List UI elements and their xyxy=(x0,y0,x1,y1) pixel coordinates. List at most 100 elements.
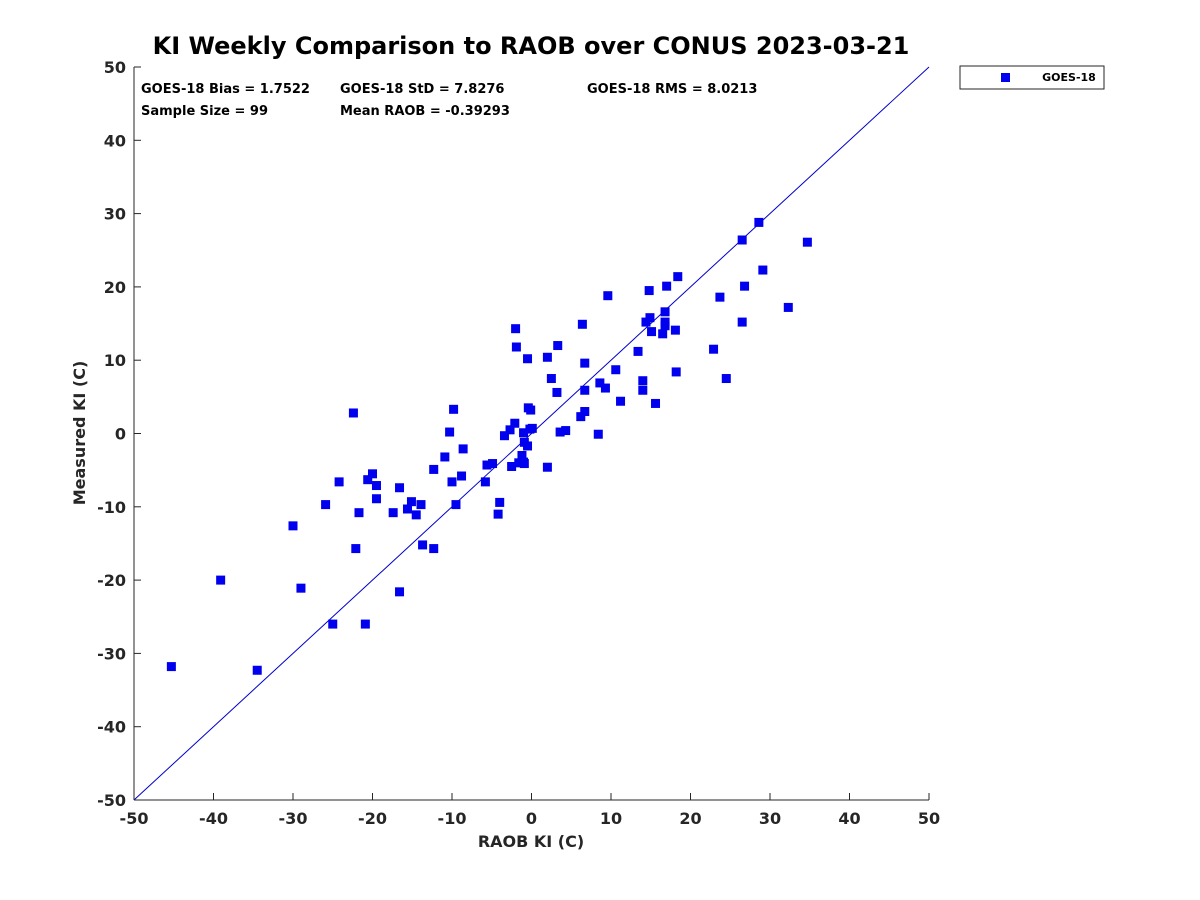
x-tick-label: -40 xyxy=(199,809,228,828)
data-point xyxy=(577,319,587,329)
data-point xyxy=(611,365,621,375)
data-point xyxy=(660,307,670,317)
data-point xyxy=(542,462,552,472)
data-point xyxy=(647,327,657,337)
data-point xyxy=(429,544,439,554)
data-point xyxy=(457,471,467,481)
data-point xyxy=(449,404,459,414)
data-point xyxy=(715,292,725,302)
data-point xyxy=(527,423,537,433)
data-point xyxy=(517,450,527,460)
x-tick-label: 10 xyxy=(600,809,622,828)
x-tick-label: -20 xyxy=(358,809,387,828)
data-point xyxy=(670,325,680,335)
data-point xyxy=(395,483,405,493)
y-tick-label: -30 xyxy=(97,644,126,663)
data-point xyxy=(371,481,381,491)
data-point xyxy=(511,342,521,352)
data-point xyxy=(616,396,626,406)
data-point xyxy=(166,662,176,672)
data-point xyxy=(802,237,812,247)
y-tick-label: 50 xyxy=(104,58,126,77)
data-point xyxy=(447,477,457,487)
data-point xyxy=(458,444,468,454)
legend-label-goes-18: GOES-18 xyxy=(1042,71,1096,84)
data-point xyxy=(411,510,421,520)
data-point xyxy=(505,425,515,435)
data-point xyxy=(660,321,670,331)
data-point xyxy=(445,427,455,437)
data-point xyxy=(510,418,520,428)
data-point xyxy=(638,376,648,386)
data-point xyxy=(363,475,373,485)
data-point xyxy=(645,313,655,323)
data-point xyxy=(553,341,563,351)
data-point xyxy=(580,358,590,368)
x-tick-label: 40 xyxy=(838,809,860,828)
data-point xyxy=(552,387,562,397)
data-point xyxy=(354,508,364,518)
chart-title: KI Weekly Comparison to RAOB over CONUS … xyxy=(153,32,910,60)
y-tick-label: -50 xyxy=(97,791,126,810)
data-point xyxy=(429,464,439,474)
data-point xyxy=(580,407,590,417)
data-point xyxy=(480,477,490,487)
data-point xyxy=(371,494,381,504)
stat-rms: GOES-18 RMS = 8.0213 xyxy=(587,82,757,97)
legend-marker-square xyxy=(1001,73,1010,82)
data-point xyxy=(519,459,529,469)
y-tick-label: -20 xyxy=(97,571,126,590)
data-point xyxy=(644,286,654,296)
y-tick-label: 0 xyxy=(115,425,126,444)
stats-block: GOES-18 Bias = 1.7522 GOES-18 StD = 7.82… xyxy=(141,82,757,119)
data-point xyxy=(526,405,536,415)
data-point xyxy=(555,427,565,437)
y-tick-label: 30 xyxy=(104,205,126,224)
data-point xyxy=(721,374,731,384)
data-point xyxy=(440,452,450,462)
legend: GOES-18 xyxy=(959,65,1105,90)
data-point xyxy=(514,458,524,468)
data-point xyxy=(737,317,747,327)
x-tick-label: 0 xyxy=(526,809,537,828)
data-point xyxy=(418,540,428,550)
data-point xyxy=(542,352,552,362)
data-point xyxy=(348,408,358,418)
data-point xyxy=(633,346,643,356)
data-point xyxy=(523,354,533,364)
data-point xyxy=(288,521,298,531)
data-point xyxy=(216,575,226,585)
data-point xyxy=(395,587,405,597)
data-point xyxy=(603,291,613,301)
y-tick-label: 40 xyxy=(104,131,126,150)
x-axis-label: RAOB KI (C) xyxy=(478,832,584,851)
data-point xyxy=(507,461,517,471)
x-tick-label: 20 xyxy=(679,809,701,828)
data-point xyxy=(561,426,571,436)
y-axis-label: Measured KI (C) xyxy=(70,361,89,506)
data-point xyxy=(493,509,503,519)
data-point xyxy=(754,217,764,227)
data-point xyxy=(593,429,603,439)
data-point xyxy=(673,272,683,282)
x-tick-label: 30 xyxy=(759,809,781,828)
data-point xyxy=(368,469,377,479)
plot-area: -50 -40 -30 -20 -10 0 10 20 30 40 50 50 40 30 20 10 0 -1… xyxy=(97,58,940,828)
y-axis-ticks: 50 40 30 20 10 0 -10 -20 -30 -40 -50 xyxy=(97,58,141,810)
data-point xyxy=(519,428,529,438)
x-tick-label: 50 xyxy=(918,809,940,828)
data-point xyxy=(651,398,661,408)
data-point xyxy=(783,302,793,312)
data-point xyxy=(402,504,412,514)
data-point xyxy=(576,412,586,422)
x-tick-label: -10 xyxy=(438,809,467,828)
data-point xyxy=(482,460,492,470)
y-tick-label: -10 xyxy=(97,498,126,517)
data-point xyxy=(758,265,768,275)
data-point xyxy=(360,619,370,629)
data-point xyxy=(296,583,306,593)
data-point xyxy=(737,235,747,245)
data-point xyxy=(495,497,505,507)
data-point xyxy=(546,374,556,384)
stat-bias: GOES-18 Bias = 1.7522 xyxy=(141,82,310,97)
